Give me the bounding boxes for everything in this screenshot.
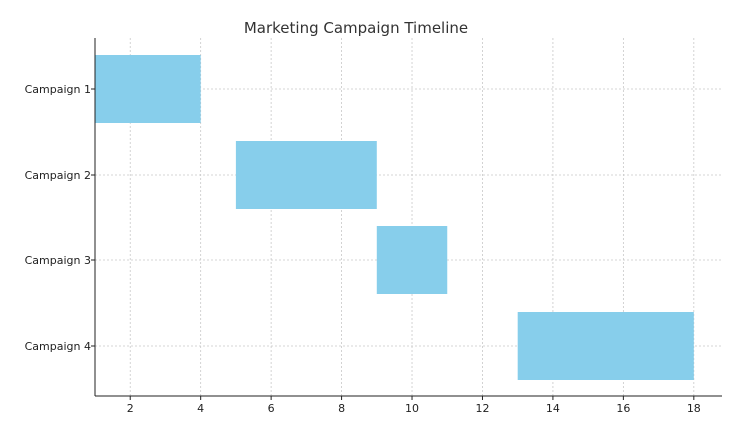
bar-campaign-4 — [517, 312, 694, 380]
x-tick-label: 10 — [405, 402, 419, 415]
x-tick-label: 16 — [616, 402, 630, 415]
bars — [95, 55, 694, 380]
bar-campaign-3 — [376, 226, 448, 294]
x-tick-label: 18 — [687, 402, 701, 415]
y-tick-label: Campaign 3 — [25, 254, 91, 267]
y-tick-label: Campaign 1 — [25, 83, 91, 96]
y-axis-ticks: Campaign 1 Campaign 2 Campaign 3 Campaign 4 — [25, 83, 95, 353]
chart-title: Marketing Campaign Timeline — [244, 19, 468, 37]
bar-campaign-2 — [235, 141, 377, 209]
x-tick-label: 8 — [338, 402, 345, 415]
y-tick-label: Campaign 2 — [25, 169, 91, 182]
x-tick-label: 6 — [268, 402, 275, 415]
x-axis-ticks: 2 4 6 8 10 12 14 16 18 — [127, 396, 701, 415]
y-tick-label: Campaign 4 — [25, 340, 91, 353]
x-tick-label: 12 — [475, 402, 489, 415]
axes — [94, 38, 722, 397]
x-tick-label: 2 — [127, 402, 134, 415]
bar-campaign-1 — [95, 55, 201, 123]
x-tick-label: 14 — [546, 402, 560, 415]
x-tick-label: 4 — [197, 402, 204, 415]
